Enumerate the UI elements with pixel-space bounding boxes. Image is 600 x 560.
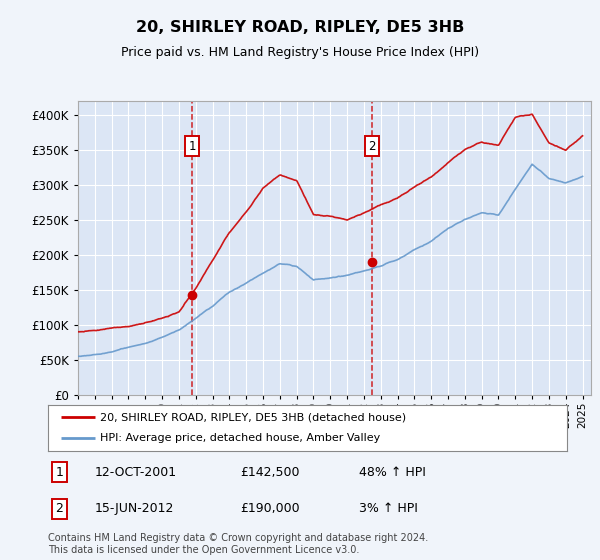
- Text: 2: 2: [368, 140, 376, 153]
- Text: 20, SHIRLEY ROAD, RIPLEY, DE5 3HB (detached house): 20, SHIRLEY ROAD, RIPLEY, DE5 3HB (detac…: [100, 412, 406, 422]
- Text: Contains HM Land Registry data © Crown copyright and database right 2024.
This d: Contains HM Land Registry data © Crown c…: [48, 533, 428, 555]
- Text: 15-JUN-2012: 15-JUN-2012: [95, 502, 174, 515]
- Text: 12-OCT-2001: 12-OCT-2001: [95, 466, 177, 479]
- Text: 2: 2: [55, 502, 64, 515]
- Text: 1: 1: [188, 140, 196, 153]
- Text: 1: 1: [55, 466, 64, 479]
- Text: Price paid vs. HM Land Registry's House Price Index (HPI): Price paid vs. HM Land Registry's House …: [121, 46, 479, 59]
- Text: HPI: Average price, detached house, Amber Valley: HPI: Average price, detached house, Ambe…: [100, 433, 380, 444]
- Text: £190,000: £190,000: [240, 502, 299, 515]
- Text: 48% ↑ HPI: 48% ↑ HPI: [359, 466, 426, 479]
- Text: £142,500: £142,500: [240, 466, 299, 479]
- Text: 20, SHIRLEY ROAD, RIPLEY, DE5 3HB: 20, SHIRLEY ROAD, RIPLEY, DE5 3HB: [136, 20, 464, 35]
- Text: 3% ↑ HPI: 3% ↑ HPI: [359, 502, 418, 515]
